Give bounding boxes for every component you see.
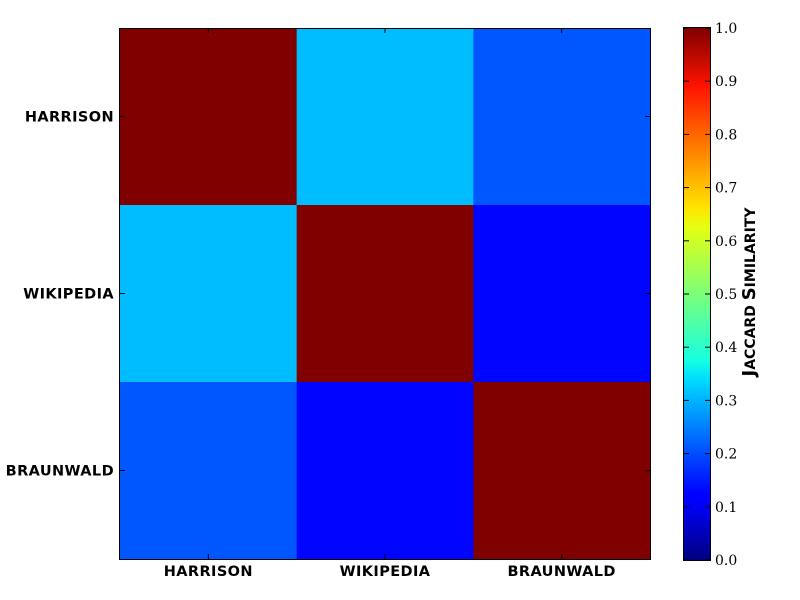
y-axis-labels: HARRISON WIKIPEDIA BRAUNWALD [6, 110, 114, 480]
y-category-label: HARRISON [25, 110, 114, 126]
x-category-label: WIKIPEDIA [340, 564, 431, 580]
axis-ticks [120, 28, 650, 559]
heatmap-cell [296, 28, 474, 206]
heatmap-cell [473, 205, 651, 383]
colorbar-label-part: IMILARITY [743, 207, 759, 288]
x-axis-labels: HARRISON WIKIPEDIA BRAUNWALD [164, 564, 616, 580]
y-category-label: BRAUNWALD [6, 464, 114, 480]
heatmap-cell [120, 28, 298, 206]
colorbar-tick-label: 0.8 [715, 127, 737, 143]
colorbar-tick-label: 0.1 [715, 500, 737, 516]
heatmap-cell [120, 205, 298, 383]
colorbar-label-part: S [739, 287, 760, 300]
heatmap-cell [473, 382, 651, 560]
colorbar-label: JACCARD SIMILARITY [739, 207, 760, 379]
colorbar-tick-label: 0.9 [715, 74, 737, 90]
colorbar-tick-label: 0.6 [715, 234, 737, 250]
colorbar-label-part: J [739, 370, 760, 379]
colorbar-tick-label: 0.2 [715, 447, 737, 463]
heatmap-cell [473, 28, 651, 206]
colorbar-tick-label: 0.5 [715, 287, 737, 303]
x-category-label: BRAUNWALD [507, 564, 615, 580]
colorbar: 0.0 0.1 0.2 0.3 0.4 0.5 0.6 0.7 0.8 0.9 1.0 JACCAR… [683, 21, 760, 569]
colorbar-frame [683, 27, 711, 561]
heatmap-cell [120, 382, 298, 560]
colorbar-label-part: ACCARD [743, 300, 759, 370]
heatmap-cell [296, 205, 474, 383]
heatmap-cells [120, 28, 651, 560]
colorbar-tick-label: 0.3 [715, 393, 737, 409]
y-category-label: WIKIPEDIA [23, 287, 114, 303]
colorbar-tick-label: 1.0 [715, 21, 737, 37]
x-category-label: HARRISON [164, 564, 253, 580]
colorbar-tick-label: 0.4 [715, 340, 737, 356]
colorbar-ticks: 0.0 0.1 0.2 0.3 0.4 0.5 0.6 0.7 0.8 0.9 1.0 [684, 21, 737, 569]
heatmap-cell [296, 382, 474, 560]
colorbar-tick-label: 0.7 [715, 181, 737, 197]
colorbar-tick-label: 0.0 [715, 553, 737, 569]
